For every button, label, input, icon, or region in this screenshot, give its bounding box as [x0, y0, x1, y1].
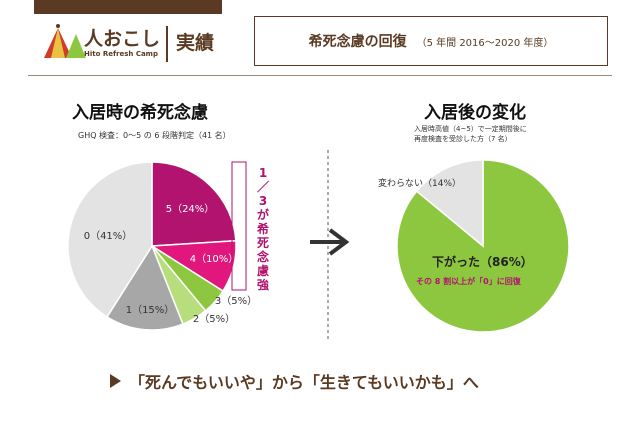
title-box: 希死念慮の回復 （5 年間 2016～2020 年度） [254, 16, 608, 66]
right-unchanged-label: 変わらない（14%） [378, 179, 462, 189]
pie-slice-label: 3（5%） [215, 295, 257, 307]
section-label: 実績 [176, 32, 215, 54]
logo-divider [166, 26, 168, 62]
arrow-right-icon [328, 228, 350, 256]
callout-text: 1／3が希死念慮強 [256, 166, 269, 292]
header-rule [28, 75, 612, 76]
logo-icon [44, 24, 86, 58]
top-brown-bar [34, 0, 222, 14]
pie-slice [105, 244, 184, 331]
callout-bracket [231, 161, 247, 291]
pie-slice [67, 161, 153, 318]
pie-right [396, 159, 570, 333]
footer-message: 「死んでもいいや」から「生きてもいいかも」へ [129, 373, 479, 392]
play-triangle-icon [110, 374, 121, 388]
left-subheading: GHQ 検査：0～5 の 6 段階判定（41 名） [78, 131, 231, 140]
footer-message-row: 「死んでもいいや」から「生きてもいいかも」へ [110, 369, 479, 393]
pie-slice-label: 2（5%） [193, 313, 235, 325]
pie-slice-label: 4（10%） [190, 253, 239, 265]
page-subtitle: （5 年間 2016～2020 年度） [416, 37, 554, 49]
page-title: 希死念慮の回復 [308, 34, 407, 50]
pie-slice [396, 159, 570, 333]
pie-slice-label: 0（41%） [84, 230, 133, 242]
pie-slice-label: 5（24%） [166, 203, 215, 215]
pie-slice [415, 159, 484, 248]
right-subheading-1: 入居時高値（4~5）で一定期間後に [414, 125, 527, 133]
pie-left: 5（24%） 4（10%） 3（5%） 2（5%） 1（15%） 0（41%） [67, 161, 257, 331]
logo-subtext: Hito Refresh Camp [84, 50, 158, 58]
pie-slice [151, 161, 237, 247]
logo-text: 人おこし [84, 28, 161, 50]
left-heading: 入居時の希死念慮 [72, 103, 208, 123]
right-subheading-2: 再度検査を受診した方（7 名） [414, 135, 512, 143]
right-down-label: 下がった（86%） [432, 255, 533, 269]
right-heading: 入居後の変化 [424, 103, 526, 123]
pie-slice-label: 1（15%） [126, 304, 175, 316]
right-down-sub: その 8 割以上が「0」に回復 [416, 277, 521, 286]
